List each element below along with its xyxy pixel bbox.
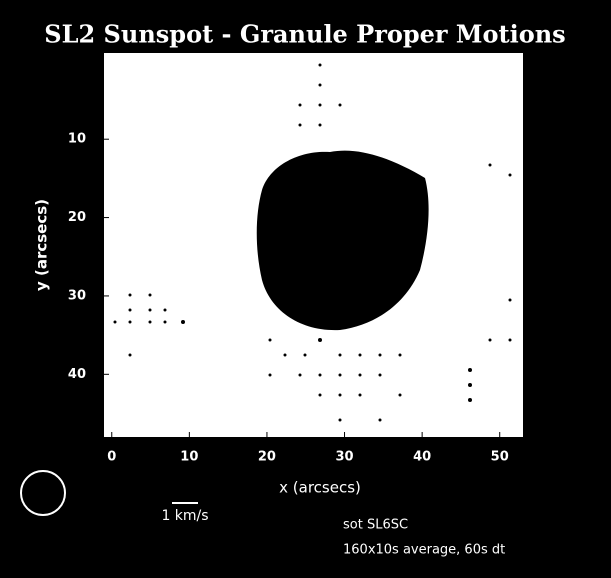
x-axis-label: x (arcsecs) [279, 479, 361, 497]
x-tick-label: 40 [413, 450, 431, 465]
x-tick-label: 10 [180, 450, 198, 465]
annotation: sot SL6SC [343, 518, 408, 533]
y-tick-label: 10 [68, 132, 86, 147]
x-tick-label: 50 [491, 450, 509, 465]
scale-label: 1 km/s [161, 508, 208, 524]
y-tick-label: 30 [68, 288, 86, 303]
y-tick-label: 20 [68, 210, 86, 225]
chart: SL2 Sunspot - Granule Proper Motions y (… [0, 0, 611, 578]
y-axis-label: y (arcsecs) [33, 199, 51, 291]
annotation: 160x10s average, 60s dt [343, 543, 505, 558]
y-tick-label: 40 [68, 367, 86, 382]
chart-title: SL2 Sunspot - Granule Proper Motions [44, 20, 565, 49]
x-tick-label: 20 [258, 450, 276, 465]
x-tick-label: 30 [335, 450, 353, 465]
x-tick-label: 0 [107, 450, 116, 465]
